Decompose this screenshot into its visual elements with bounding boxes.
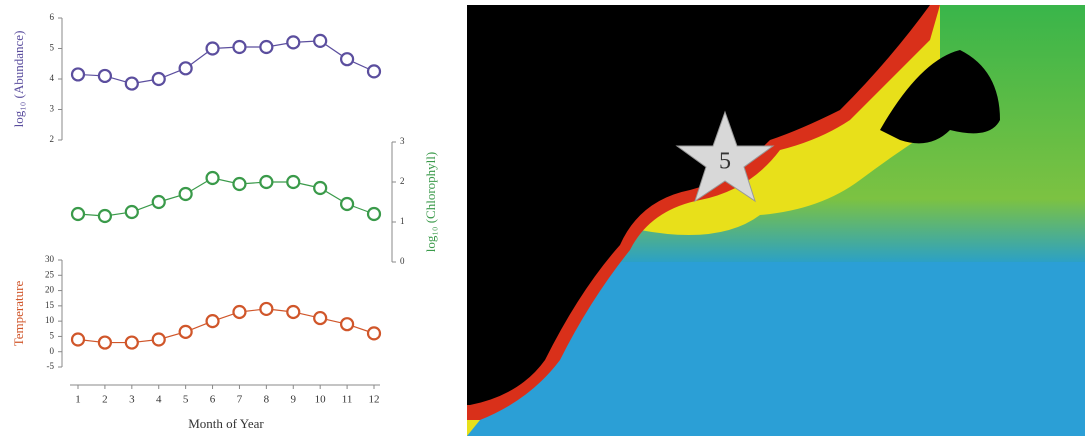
point [339, 196, 355, 212]
point [151, 332, 166, 347]
x-tick-label: 12 [369, 394, 380, 406]
y-tick-label: 15 [45, 300, 55, 310]
point [151, 71, 166, 87]
series-line [77, 40, 375, 85]
point [205, 170, 220, 186]
x-tick-label: 10 [315, 394, 327, 406]
x-tick-label: 1 [75, 394, 81, 406]
point [366, 206, 382, 222]
point [70, 332, 86, 347]
x-tick-label: 9 [291, 394, 297, 406]
x-tick-label: 2 [102, 394, 108, 406]
station-label: 5 [719, 149, 731, 175]
x-axis-label: Month of Year [188, 416, 264, 431]
point [286, 35, 301, 50]
point [97, 335, 113, 350]
map: 5 [467, 5, 1085, 436]
point [97, 68, 113, 84]
y-axis-label: log₁₀ (Chlorophyll) [423, 152, 438, 252]
y-tick-label: 20 [45, 285, 55, 295]
island [880, 50, 1000, 144]
x-tick-label: 5 [183, 394, 189, 406]
point [124, 204, 139, 220]
y-tick-label: 6 [50, 12, 55, 22]
y-tick-label: 5 [50, 330, 55, 340]
y-tick-label: 0 [50, 346, 55, 356]
y-tick-label: 25 [45, 269, 55, 279]
point [97, 208, 113, 224]
x-tick-label: 8 [264, 394, 270, 406]
series-line [77, 177, 375, 217]
point [339, 52, 355, 67]
point [313, 33, 328, 48]
y-tick-label: 10 [45, 315, 55, 325]
series-line [77, 308, 375, 344]
point [178, 61, 193, 76]
point [339, 317, 355, 332]
station-marker [675, 110, 775, 203]
point [259, 174, 274, 190]
y-tick-label: 0 [400, 256, 405, 266]
y-tick-label: 1 [400, 216, 405, 226]
point [313, 180, 328, 196]
point [178, 324, 193, 339]
point [232, 304, 247, 320]
point [124, 76, 139, 91]
point [70, 67, 86, 82]
point [366, 326, 382, 341]
x-tick-label: 11 [342, 394, 353, 406]
point [232, 176, 247, 192]
point [178, 186, 193, 202]
y-tick-label: 4 [50, 73, 55, 83]
y-tick-label: 3 [50, 104, 55, 114]
point [205, 314, 220, 329]
point [205, 41, 220, 56]
point [151, 194, 166, 210]
point [124, 335, 139, 350]
y-tick-label: 5 [50, 43, 55, 53]
x-tick-label: 6 [210, 394, 216, 406]
point [259, 301, 274, 317]
y-tick-label: -5 [47, 361, 55, 371]
y-tick-label: 2 [400, 176, 405, 186]
y-tick-label: 3 [400, 136, 405, 146]
point [259, 39, 274, 55]
x-tick-label: 4 [156, 394, 162, 406]
y-tick-label: 2 [50, 134, 55, 144]
y-axis-label: log₁₀ (Abundance) [11, 31, 26, 128]
x-tick-label: 7 [237, 394, 243, 406]
point [70, 206, 86, 222]
point [313, 310, 328, 326]
point [366, 64, 382, 79]
land [467, 5, 930, 405]
x-tick-label: 3 [129, 394, 135, 406]
point [286, 174, 301, 190]
y-tick-label: 30 [45, 254, 55, 264]
point [232, 39, 247, 55]
y-axis-label: Temperature [11, 281, 26, 347]
point [286, 304, 301, 320]
